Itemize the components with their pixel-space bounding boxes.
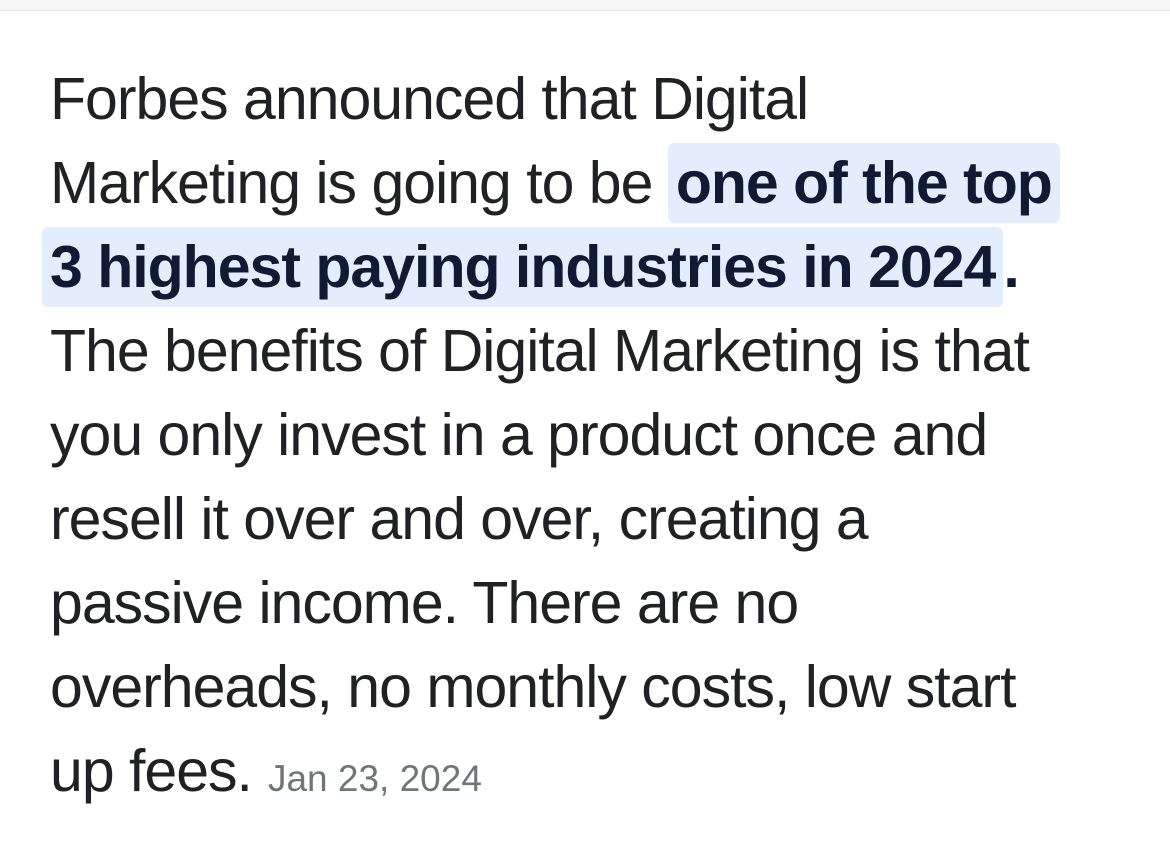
snippet-text-segment: passive income. There are no — [50, 570, 799, 636]
snippet-text-segment: . — [1003, 234, 1019, 300]
snippet-line: resell it over and over, creating a — [50, 477, 1125, 561]
snippet-line: Marketing is going to be one of the top — [50, 141, 1125, 225]
snippet-line: up fees. Jan 23, 2024 — [50, 729, 1125, 813]
snippet-line: you only invest in a product once and — [50, 393, 1125, 477]
highlighted-answer: 3 highest paying industries in 2024 — [42, 227, 1004, 307]
snippet-line: passive income. There are no — [50, 561, 1125, 645]
snippet-text-segment: The benefits of Digital Marketing is tha… — [50, 318, 1030, 384]
snippet-text-segment: resell it over and over, creating a — [50, 486, 869, 552]
snippet-text-segment: you only invest in a product once and — [50, 402, 988, 468]
snippet-text-segment: overheads, no monthly costs, low start — [50, 654, 1016, 720]
snippet-text-segment: Forbes announced that Digital — [50, 66, 809, 132]
featured-snippet-text: Forbes announced that Digital Marketing … — [42, 57, 1125, 813]
highlighted-answer: one of the top — [667, 143, 1060, 223]
snippet-line: The benefits of Digital Marketing is tha… — [50, 309, 1125, 393]
snippet-text-segment: up fees. — [50, 738, 253, 804]
top-bar — [0, 0, 1170, 11]
snippet-line: 3 highest paying industries in 2024. — [42, 225, 1125, 309]
snippet-line: overheads, no monthly costs, low start — [50, 645, 1125, 729]
snippet-date: Jan 23, 2024 — [267, 758, 482, 799]
snippet-line: Forbes announced that Digital — [50, 57, 1125, 141]
snippet-text-segment: Marketing is going to be — [50, 150, 668, 216]
